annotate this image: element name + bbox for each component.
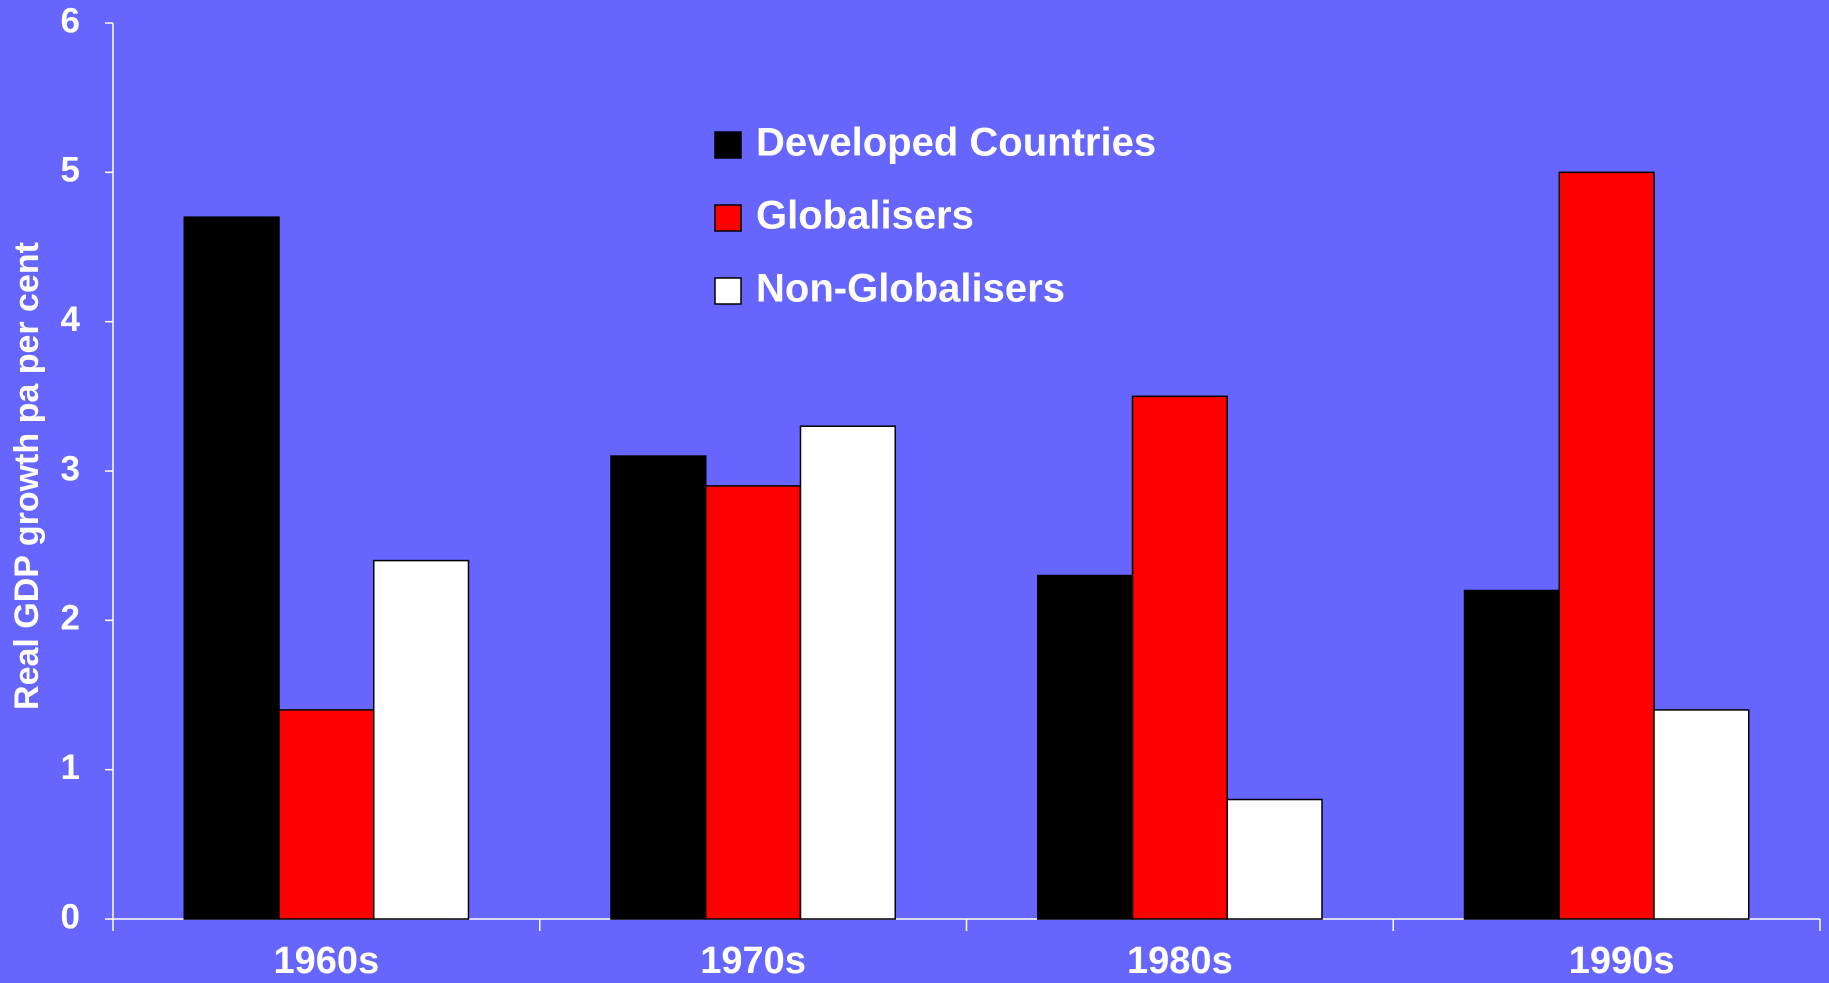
y-tick-label: 1 [61, 748, 80, 787]
x-tick-label: 1980s [1127, 940, 1233, 982]
y-tick-label: 2 [61, 599, 80, 638]
bar [799, 425, 896, 920]
bar [278, 709, 375, 920]
bar [1037, 574, 1134, 920]
x-tick-label: 1960s [274, 940, 380, 982]
x-tick-label: 1990s [1569, 940, 1675, 982]
legend-swatch [714, 131, 742, 159]
bar [1226, 798, 1323, 920]
y-tick-label: 3 [61, 449, 80, 488]
y-axis-title: Real GDP growth pa per cent [8, 242, 46, 710]
legend-label: Developed Countries [756, 121, 1156, 165]
bar [1653, 709, 1750, 920]
legend-swatch [714, 204, 742, 232]
bar [183, 216, 280, 920]
bar [705, 485, 802, 920]
legend-label: Non-Globalisers [756, 267, 1065, 311]
y-tick-label: 5 [61, 151, 80, 190]
y-tick-label: 4 [61, 300, 81, 339]
bar [1558, 171, 1655, 920]
y-tick-label: 6 [61, 1, 80, 40]
legend-label: Globalisers [756, 194, 974, 238]
bar [1131, 395, 1228, 920]
bar [372, 559, 470, 920]
legend-swatch [714, 277, 742, 305]
bar [1463, 589, 1561, 920]
x-tick-label: 1970s [700, 940, 806, 982]
y-tick-label: 0 [61, 897, 80, 936]
bar [610, 455, 707, 920]
